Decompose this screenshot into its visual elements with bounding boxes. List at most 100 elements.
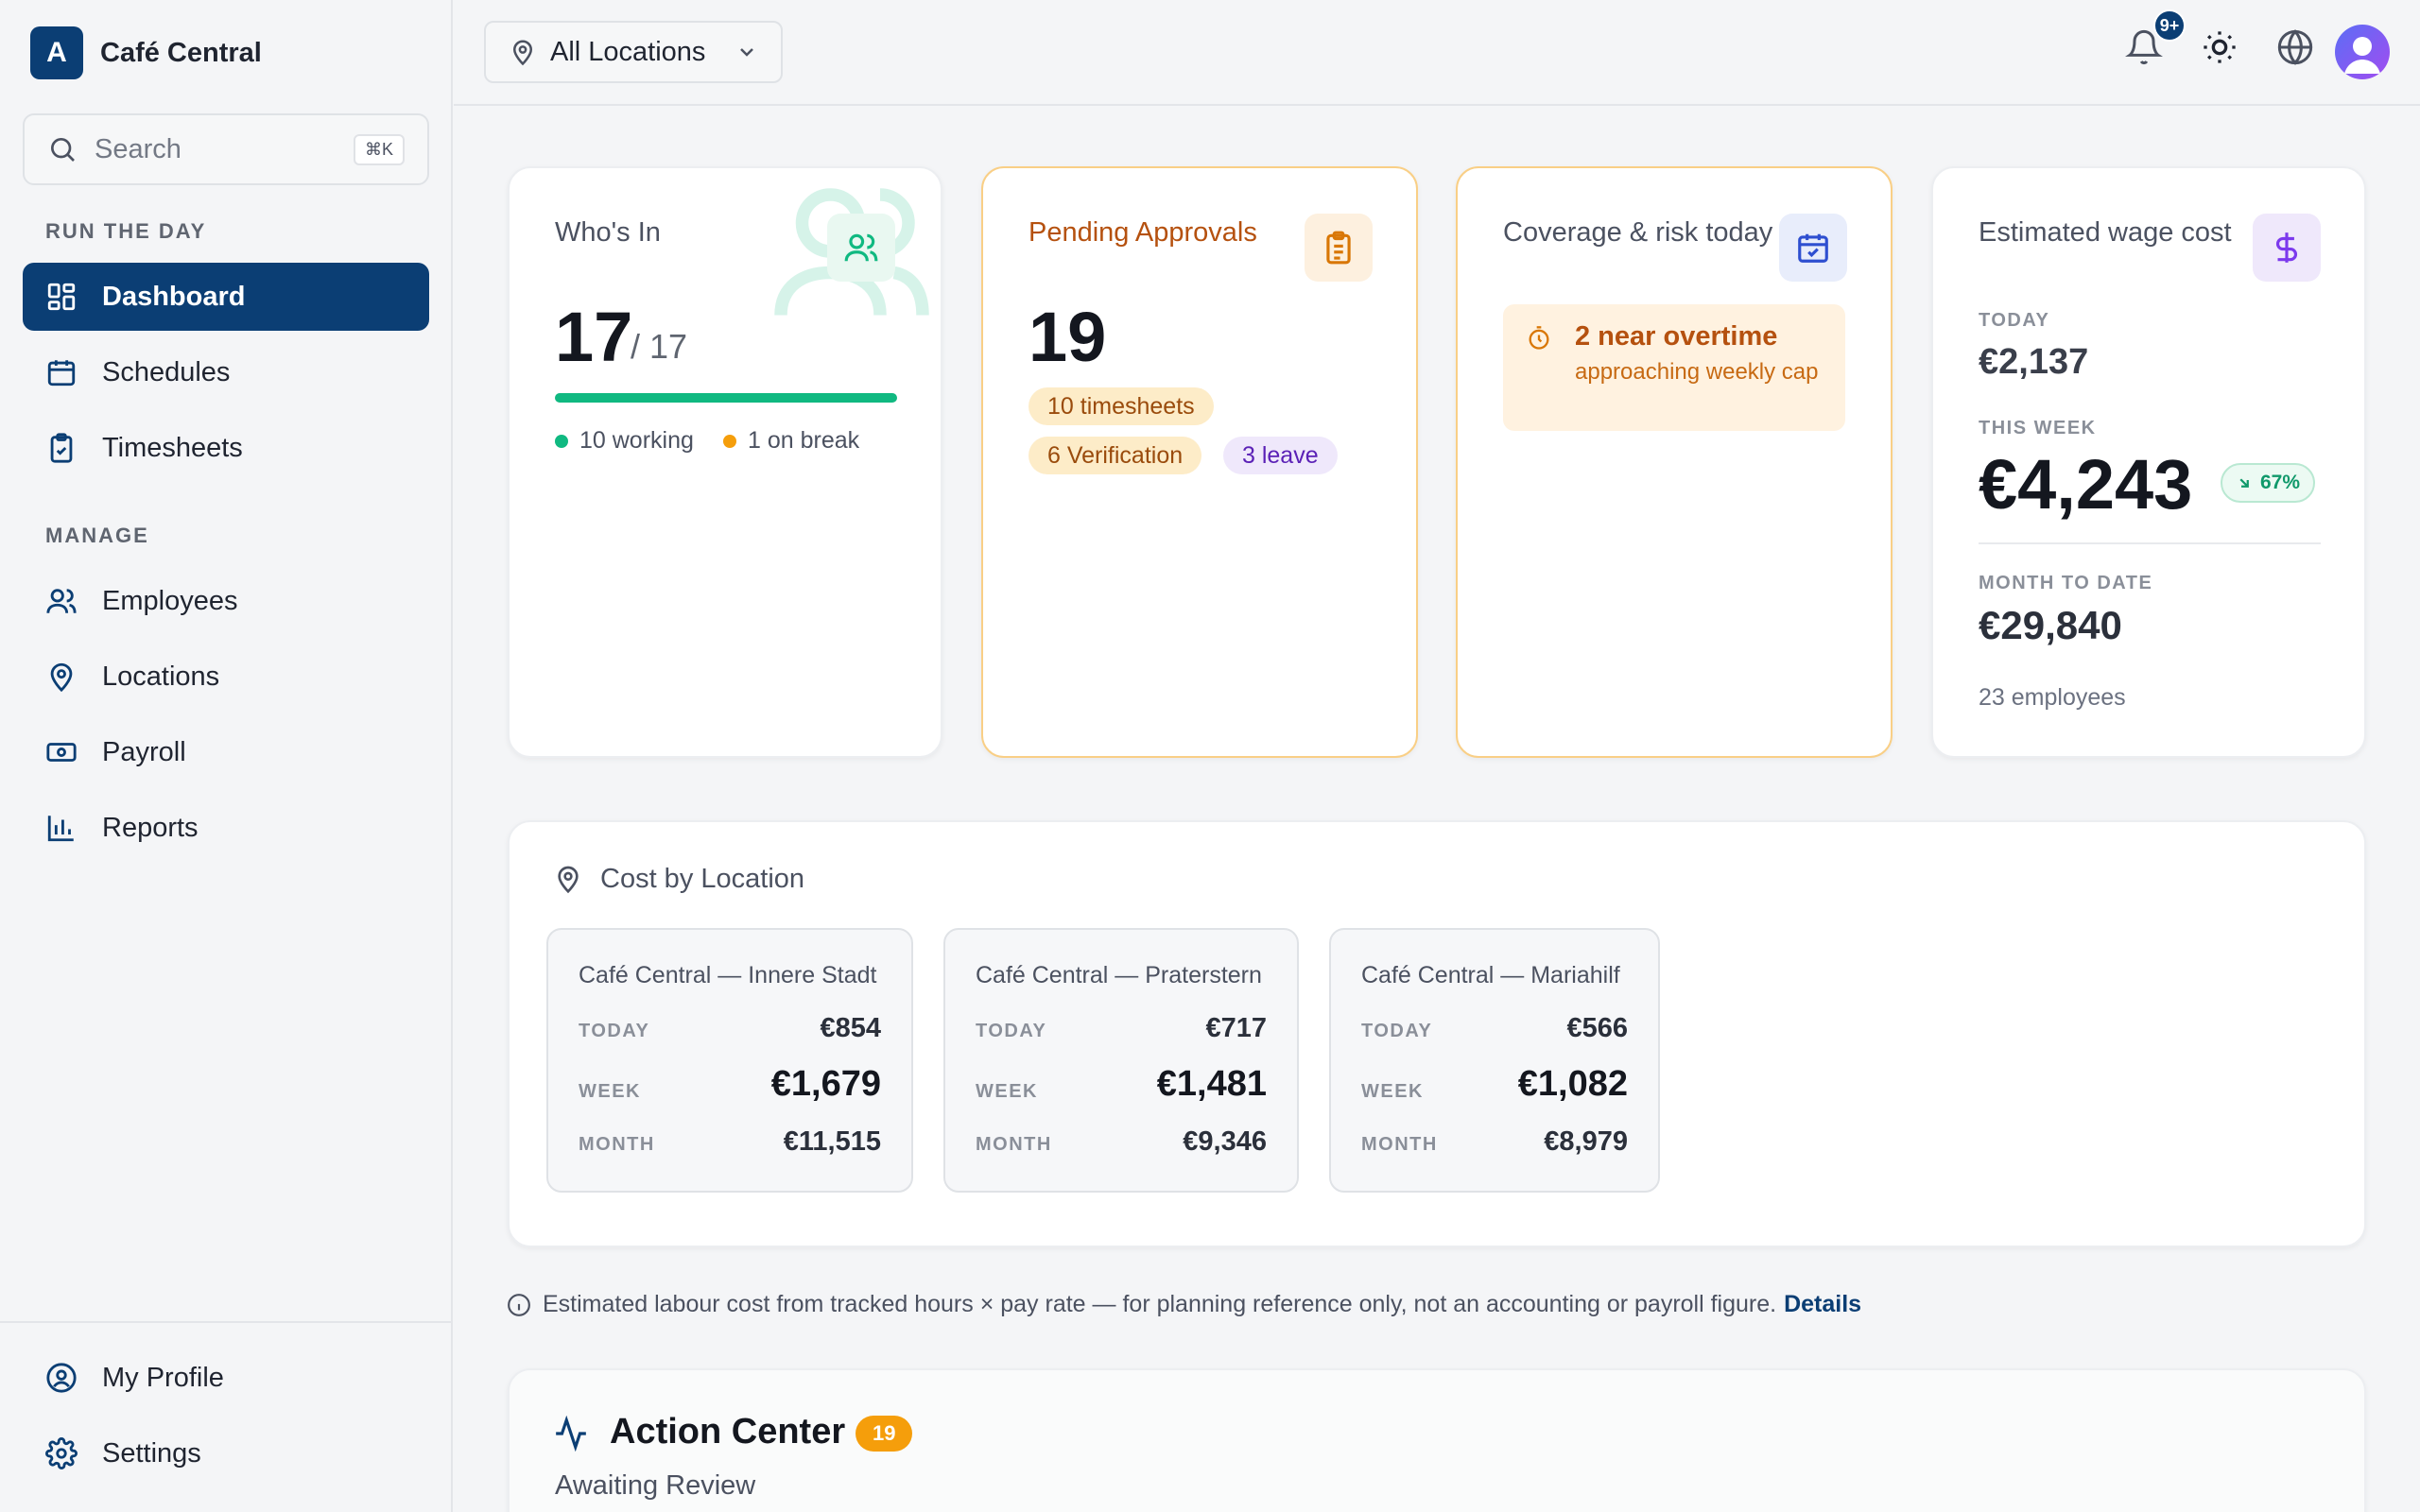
- brand-name: Café Central: [100, 37, 262, 68]
- overtime-alert-title: 2 near overtime: [1575, 321, 1778, 352]
- topbar: All Locations: [454, 0, 2420, 106]
- calendar-icon: [47, 360, 76, 387]
- wage-title: Estimated wage cost: [1979, 217, 2232, 248]
- location-month-value: €11,515: [783, 1126, 881, 1157]
- sidebar-item-locations[interactable]: Locations: [23, 643, 429, 711]
- location-name: Café Central — Mariahilf: [1361, 962, 1620, 988]
- users-icon: [844, 233, 878, 262]
- brand-logo: A: [30, 26, 83, 79]
- sun-icon[interactable]: [2201, 28, 2238, 66]
- whos-in-icon-tile: [827, 214, 895, 282]
- break-dot: [723, 435, 736, 449]
- sidebar-item-label: Locations: [102, 661, 220, 692]
- pending-leave-pill[interactable]: 3 leave: [1223, 437, 1338, 474]
- search-input[interactable]: Search ⌘K: [23, 113, 429, 185]
- sidebar-item-settings[interactable]: Settings: [23, 1419, 429, 1487]
- sidebar-item-label: Settings: [102, 1437, 201, 1469]
- map-pin-icon: [50, 662, 73, 693]
- sidebar-item-schedules[interactable]: Schedules: [23, 338, 429, 406]
- action-center-panel: Action Center 19 Awaiting Review: [508, 1368, 2366, 1512]
- whos-in-progress-track: [555, 393, 897, 403]
- location-month-value: €9,346: [1183, 1126, 1267, 1157]
- break-stat: 1 on break: [723, 427, 859, 455]
- pending-title: Pending Approvals: [1028, 217, 1257, 248]
- location-filter-select[interactable]: All Locations: [484, 21, 783, 83]
- pending-timesheets-pill[interactable]: 10 timesheets: [1028, 387, 1214, 425]
- row-label-week: WEEK: [579, 1081, 641, 1102]
- whos-in-card: Who's In 17 / 17 10 working 1 on break: [508, 166, 942, 758]
- sidebar-item-label: Employees: [102, 585, 238, 616]
- row-label-today: TODAY: [579, 1021, 650, 1041]
- sidebar-item-label: Payroll: [102, 736, 186, 767]
- arrow-down-right-icon: [2239, 478, 2249, 488]
- coverage-icon-tile: [1779, 214, 1847, 282]
- overtime-alert[interactable]: 2 near overtime approaching weekly cap: [1503, 304, 1845, 431]
- banknote-icon: [46, 743, 77, 762]
- wage-today-value: €2,137: [1979, 342, 2089, 382]
- pending-count: 19: [1028, 298, 1107, 376]
- sidebar-item-payroll[interactable]: Payroll: [23, 718, 429, 786]
- gear-icon: [45, 1437, 78, 1469]
- coverage-risk-card[interactable]: Coverage & risk today 2 near overtime ap…: [1456, 166, 1893, 758]
- row-label-month: MONTH: [1361, 1134, 1438, 1155]
- location-today-value: €717: [1205, 1013, 1267, 1043]
- sidebar-item-dashboard[interactable]: Dashboard: [23, 263, 429, 331]
- users-icon: [46, 589, 77, 613]
- section-manage: MANAGE: [45, 524, 149, 547]
- cost-by-location-title: Cost by Location: [600, 864, 805, 894]
- bar-chart-icon: [47, 816, 74, 842]
- clipboard-icon: [50, 433, 73, 463]
- row-label-today: TODAY: [976, 1021, 1047, 1041]
- sidebar-item-label: My Profile: [102, 1362, 224, 1393]
- coverage-title: Coverage & risk today: [1503, 217, 1773, 248]
- pending-approvals-card[interactable]: Pending Approvals 19 10 timesheets 6 Ver…: [981, 166, 1418, 758]
- location-cost-card-praterstern[interactable]: Café Central — Praterstern TODAY €717 WE…: [943, 928, 1299, 1193]
- action-center-subtitle: Awaiting Review: [555, 1470, 756, 1501]
- globe-icon[interactable]: [2276, 28, 2314, 66]
- location-cost-card-innere-stadt[interactable]: Café Central — Innere Stadt TODAY €854 W…: [546, 928, 913, 1193]
- location-week-value: €1,481: [1156, 1064, 1267, 1104]
- break-label: 1 on break: [748, 427, 860, 454]
- timer-icon: [1529, 326, 1549, 350]
- section-run-the-day: RUN THE DAY: [45, 219, 207, 243]
- row-label-week: WEEK: [976, 1081, 1038, 1102]
- wage-month-label: MONTH TO DATE: [1979, 573, 2153, 593]
- location-name: Café Central — Praterstern: [976, 962, 1262, 988]
- dollar-icon: [2276, 232, 2297, 263]
- search-placeholder: Search: [95, 133, 182, 164]
- sidebar-item-timesheets[interactable]: Timesheets: [23, 414, 429, 482]
- wage-week-change: 67%: [2260, 472, 2301, 493]
- cost-disclaimer: Estimated labour cost from tracked hours…: [507, 1291, 1861, 1318]
- sidebar-divider: [0, 1321, 453, 1323]
- location-month-value: €8,979: [1544, 1126, 1628, 1157]
- pending-verification-pill[interactable]: 6 Verification: [1028, 437, 1202, 474]
- sidebar-item-reports[interactable]: Reports: [23, 794, 429, 862]
- disclaimer-details-link[interactable]: Details: [1784, 1291, 1862, 1317]
- wage-divider: [1979, 542, 2321, 544]
- dashboard-icon: [47, 283, 76, 311]
- user-avatar-icon: [2344, 37, 2380, 74]
- chevron-down-icon: [740, 48, 753, 57]
- sidebar-item-my-profile[interactable]: My Profile: [23, 1344, 429, 1412]
- location-week-value: €1,082: [1517, 1064, 1628, 1104]
- brand[interactable]: A Café Central: [30, 26, 262, 79]
- wage-employees: 23 employees: [1979, 684, 2126, 711]
- info-icon: [508, 1293, 530, 1316]
- location-filter-value: All Locations: [550, 36, 706, 67]
- bell-icon[interactable]: [2125, 28, 2163, 66]
- sidebar-item-label: Dashboard: [102, 281, 246, 312]
- map-pin-icon: [512, 40, 533, 66]
- pending-icon-tile: [1305, 214, 1373, 282]
- avatar[interactable]: [2335, 25, 2390, 79]
- working-label: 10 working: [579, 427, 694, 454]
- sidebar-item-employees[interactable]: Employees: [23, 567, 429, 635]
- clipboard-list-icon: [1326, 231, 1351, 265]
- wage-today-label: TODAY: [1979, 310, 2050, 331]
- wage-icon-tile: [2253, 214, 2321, 282]
- overtime-alert-subtitle: approaching weekly cap: [1575, 359, 1819, 385]
- location-cost-card-mariahilf[interactable]: Café Central — Mariahilf TODAY €566 WEEK…: [1329, 928, 1660, 1193]
- working-stat: 10 working: [555, 427, 694, 455]
- sidebar-item-label: Schedules: [102, 356, 231, 387]
- wage-week-value: €4,243: [1979, 445, 2193, 524]
- whos-in-total: / 17: [631, 327, 688, 366]
